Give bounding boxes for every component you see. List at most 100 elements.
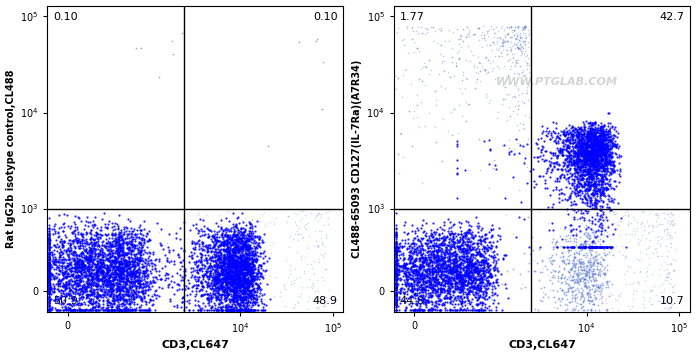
Point xyxy=(450,263,461,269)
Point xyxy=(484,26,495,32)
Point xyxy=(444,250,455,256)
Point xyxy=(44,260,55,265)
Point xyxy=(587,152,598,158)
Point xyxy=(217,287,228,293)
Point xyxy=(123,272,134,278)
Point xyxy=(216,299,227,305)
Point xyxy=(76,250,87,256)
Point xyxy=(393,257,404,263)
Point xyxy=(587,176,598,182)
Point xyxy=(70,235,81,241)
Point xyxy=(164,260,175,265)
Point xyxy=(223,249,235,255)
Point xyxy=(594,285,606,290)
Point xyxy=(551,146,562,151)
Point xyxy=(587,183,599,189)
Point xyxy=(137,237,148,243)
Point xyxy=(75,269,86,275)
Point xyxy=(440,247,451,253)
Point xyxy=(461,231,472,237)
Point xyxy=(129,262,141,268)
Point xyxy=(116,260,127,265)
Point xyxy=(68,219,79,225)
Point xyxy=(86,272,97,278)
Point xyxy=(390,276,402,282)
Point xyxy=(118,300,129,306)
Point xyxy=(233,279,244,285)
Point xyxy=(248,277,259,283)
Point xyxy=(583,187,594,192)
Point xyxy=(234,234,245,240)
Point xyxy=(587,125,598,131)
Point xyxy=(250,277,261,282)
Point xyxy=(483,100,494,106)
Point xyxy=(432,257,443,263)
Point xyxy=(109,271,120,277)
Point xyxy=(244,280,255,286)
Point xyxy=(420,297,431,303)
Point xyxy=(218,271,229,277)
Point xyxy=(450,234,461,239)
Point xyxy=(58,259,69,265)
Point xyxy=(219,270,230,276)
Point xyxy=(402,25,413,31)
Point xyxy=(118,238,129,244)
Point xyxy=(70,227,81,232)
Point xyxy=(594,163,606,169)
Point xyxy=(489,267,500,272)
Point xyxy=(505,34,516,40)
Point xyxy=(425,239,436,244)
Point xyxy=(94,248,105,253)
Point xyxy=(69,260,80,266)
Point xyxy=(132,262,143,267)
Point xyxy=(221,251,232,257)
Point xyxy=(90,294,102,300)
Point xyxy=(227,297,238,303)
Point xyxy=(93,297,104,303)
Point xyxy=(436,84,447,89)
Point xyxy=(470,264,481,270)
Point xyxy=(102,307,113,313)
Point xyxy=(424,266,435,271)
Point xyxy=(595,125,606,130)
Point xyxy=(582,153,593,159)
Point xyxy=(601,159,612,164)
Point xyxy=(122,272,134,277)
Point xyxy=(587,229,598,234)
Point xyxy=(467,277,478,283)
Point xyxy=(147,274,158,280)
Point xyxy=(588,149,599,155)
Point xyxy=(450,269,461,274)
Point xyxy=(478,264,489,270)
Point xyxy=(450,256,461,262)
Point xyxy=(457,248,468,253)
Point xyxy=(106,282,118,287)
Point xyxy=(219,264,230,270)
Point xyxy=(102,257,113,263)
Point xyxy=(317,59,329,64)
Point xyxy=(245,265,256,270)
Point xyxy=(443,244,454,249)
Point xyxy=(73,273,84,279)
Point xyxy=(105,254,116,260)
Point xyxy=(77,271,88,277)
Point xyxy=(451,263,462,268)
Point xyxy=(432,249,443,255)
Point xyxy=(593,188,604,193)
Point xyxy=(235,268,246,273)
Point xyxy=(233,307,244,313)
Point xyxy=(285,262,296,267)
Point xyxy=(591,140,602,146)
Point xyxy=(649,246,661,252)
Point xyxy=(458,287,469,292)
Point xyxy=(106,230,118,236)
Point xyxy=(600,133,611,138)
Point xyxy=(587,122,598,127)
Point xyxy=(259,301,270,307)
Point xyxy=(578,278,589,283)
Point xyxy=(596,181,607,187)
Point xyxy=(94,257,105,262)
Point xyxy=(579,137,590,143)
Point xyxy=(438,255,450,261)
Point xyxy=(226,279,237,284)
